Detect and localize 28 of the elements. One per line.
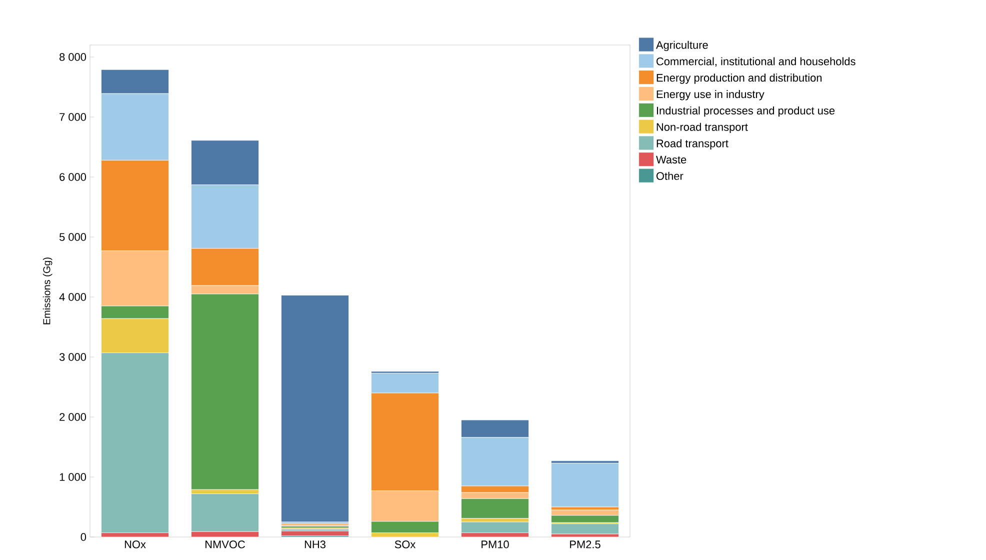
y-tick-label: 4 000 (59, 293, 86, 301)
legend-label: Commercial, institutional and households (656, 57, 856, 67)
legend-label: Energy production and distribution (656, 74, 822, 84)
x-tick-label: NMVOC (206, 540, 245, 548)
y-tick-label: 1 000 (60, 473, 86, 481)
legend-label: Industrial processes and product use (656, 106, 835, 117)
legend-label: Other (656, 172, 684, 180)
x-tick-label: SOx (394, 540, 416, 548)
legend-label: Agriculture (656, 40, 708, 52)
y-tick-label: 5 000 (59, 233, 86, 241)
legend-label: Waste (656, 156, 686, 164)
legend-label: Non-road transport (656, 122, 748, 134)
bar (551, 463, 619, 508)
y-tick-label: 3 000 (59, 353, 86, 361)
legend-label: Energy use in industry (656, 90, 764, 100)
x-tick-label: NH3 (304, 540, 326, 548)
y-tick-label: 6 000 (60, 173, 86, 181)
y-tick-label: 0 (80, 533, 86, 541)
legend-label: Road transport (656, 139, 728, 150)
bar (281, 530, 349, 536)
y-tick-label: 8 000 (60, 53, 86, 61)
y-tick-label: 7 000 (60, 113, 86, 121)
y-tick-label: 2 000 (60, 413, 86, 421)
x-tick-label: PM2.5 (570, 540, 600, 548)
y-axis-title: Emissions (Gg) (42, 258, 52, 324)
x-tick-label: NOx (124, 540, 146, 548)
x-tick-label: PM10 (482, 540, 509, 548)
bar (281, 294, 349, 522)
